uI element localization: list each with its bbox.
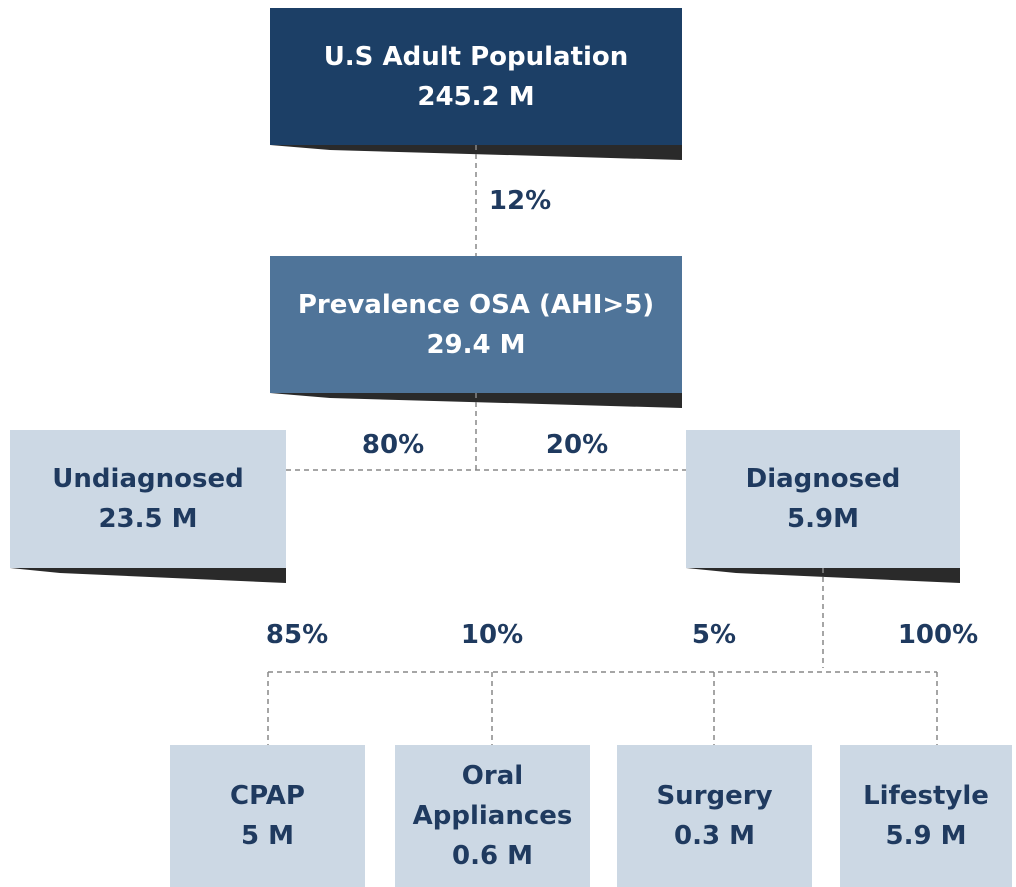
node: Diagnosed 5.9M (686, 430, 960, 568)
edge-label: 12% (488, 186, 552, 216)
node-text: CPAP (230, 781, 305, 811)
edge-label: 85% (265, 620, 329, 650)
node-text: 5.9 M (885, 821, 967, 851)
edge-label: 100% (897, 620, 979, 650)
edge-label: 20% (545, 430, 609, 460)
node-text: 0.6 M (452, 841, 533, 871)
node-text: 0.3 M (674, 821, 755, 851)
shadow (686, 568, 960, 583)
node: Prevalence OSA (AHI>5) 29.4 M (270, 256, 682, 393)
node: Oral Appliances 0.6 M (395, 745, 590, 887)
shadow (270, 145, 682, 160)
edge-label: 5% (691, 620, 737, 650)
node: Undiagnosed 23.5 M (10, 430, 286, 568)
node-text: Undiagnosed (52, 464, 244, 494)
node: Lifestyle 5.9 M (840, 745, 1012, 887)
node: U.S Adult Population 245.2 M (270, 8, 682, 145)
node-text: 5 M (240, 821, 294, 851)
edge-label: 10% (460, 620, 524, 650)
node-text: Prevalence OSA (AHI>5) (297, 289, 655, 320)
node-text: U.S Adult Population (323, 41, 629, 72)
node-text: Lifestyle (863, 781, 989, 811)
node: Surgery 0.3 M (617, 745, 812, 887)
node-text: Oral (461, 761, 524, 791)
shadow (10, 568, 286, 583)
node: CPAP 5 M (170, 745, 365, 887)
node-text: Surgery (656, 781, 773, 811)
node-text: 23.5 M (98, 504, 198, 534)
node-text: 5.9M (787, 504, 859, 534)
node-text: 245.2 M (417, 81, 535, 112)
box-shadows (10, 145, 960, 583)
node-text: Diagnosed (745, 464, 901, 494)
node-text: 29.4 M (426, 329, 526, 360)
node-text: Appliances (412, 801, 573, 831)
edge-label: 80% (361, 430, 425, 460)
shadow (270, 393, 682, 408)
